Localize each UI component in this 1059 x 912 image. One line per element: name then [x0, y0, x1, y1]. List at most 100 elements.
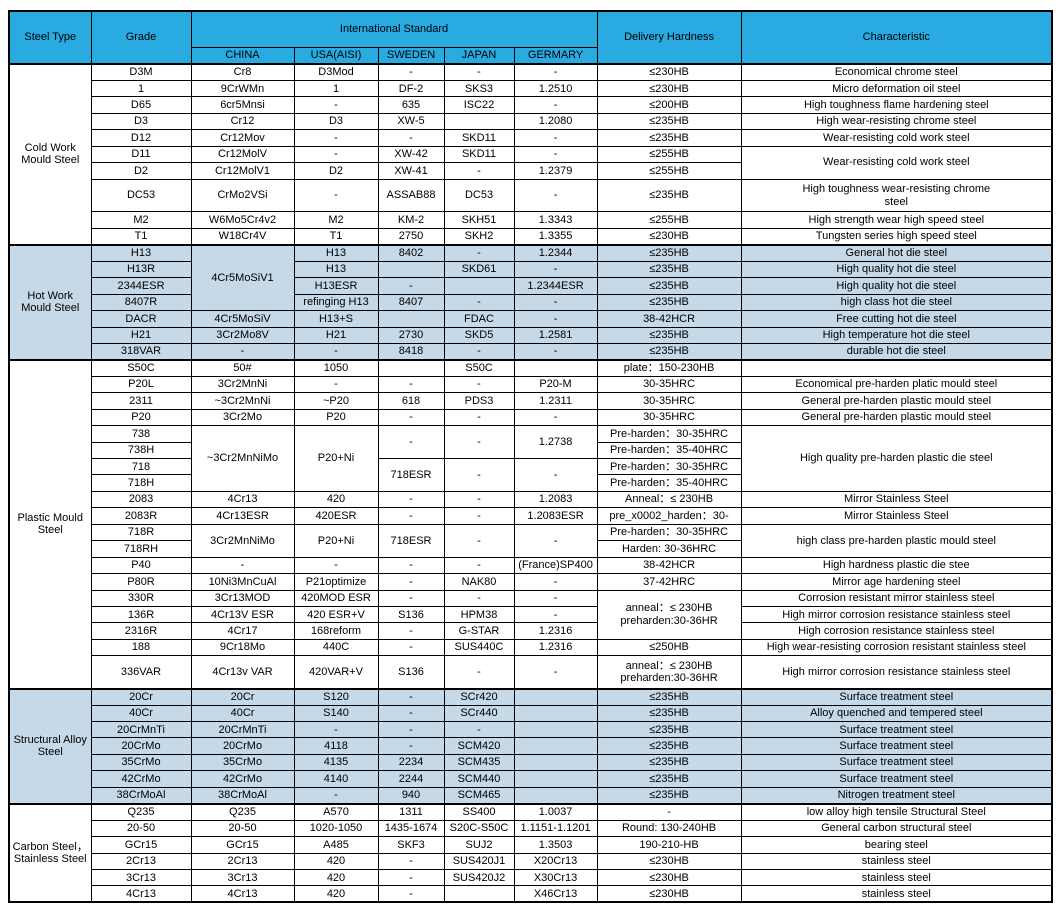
usa-aisi-cell: 420 [293, 885, 379, 903]
characteristic-cell: stainless steel [740, 852, 1053, 870]
table-row: D2 Cr12MolV1 D2 XW-41-1.2379 ≤255HB [9, 162, 1052, 180]
usa-aisi-cell: H21 [293, 326, 379, 344]
characteristic-cell: High quality hot die steel [740, 260, 1053, 279]
china-cell: 3Cr13MOD [190, 589, 295, 607]
table-row: D11 Cr12MolV - XW-42 SKD11- ≤255HB Wear-resist… [9, 145, 1053, 180]
table-row: 1 9CrWMn 1 DF-2 SKS3 1.2510 ≤230HB Micro deform… [9, 79, 1053, 98]
germary-cell: 1.2316 [513, 622, 598, 640]
japan-cell: SCr420 [443, 687, 515, 706]
grade-cell: 8407R [90, 293, 192, 312]
china-cell: 20-50 [190, 819, 295, 838]
germary-cell: 1.2379 [513, 162, 598, 180]
sweden-cell: - [377, 375, 445, 394]
table-row: 40Cr 40Cr S140- SCr440 ≤235HB Alloy quenched … [9, 704, 1053, 723]
usa-aisi-cell: M2 [293, 211, 379, 229]
germary-cell: 1.2738 [513, 425, 598, 460]
usa-aisi-cell: 420VAR+V [293, 655, 379, 690]
china-cell: 4Cr13v VAR [190, 655, 295, 690]
delivery-hardness-cell: ≤255HB [596, 162, 742, 180]
grade-cell: 42CrMo [90, 770, 192, 788]
sweden-cell: - [377, 885, 445, 903]
usa-aisi-cell: P20 [293, 408, 379, 427]
delivery-hardness-cell: ≤235HB [596, 753, 742, 772]
japan-cell: ISC22 [443, 96, 515, 114]
grade-cell: 20CrMo [90, 737, 192, 755]
sweden-cell [377, 310, 445, 328]
germary-cell: - [513, 523, 598, 558]
japan-cell: - [443, 342, 515, 361]
germary-cell: - [513, 96, 598, 114]
usa-aisi-cell: 4118 [293, 737, 379, 755]
grade-cell: 2316R [90, 622, 192, 640]
delivery-hardness-cell: ≤235HB [596, 342, 742, 361]
china-cell: 3Cr2Mo8V [190, 326, 295, 344]
china-cell: ~3Cr2MnNiMo [190, 425, 295, 492]
characteristic-cell: High strength wear high speed steel [740, 211, 1053, 229]
china-cell: 3Cr13 [190, 868, 295, 887]
characteristic-cell: Mirror Stainless Steel [740, 507, 1053, 525]
usa-aisi-cell: P20+Ni [293, 425, 379, 492]
grade-cell: 330R [90, 589, 192, 607]
table-row: 20-50 20-50 1020-1050 1435-1674 S20C-S50C 1.1… [9, 819, 1053, 838]
china-cell: Cr8 [190, 62, 295, 81]
characteristic-cell: Mirror age hardening steel [740, 573, 1053, 591]
grade-cell: S50C [90, 358, 192, 377]
table-row: 3Cr13 3Cr13 420- SUS420J2 X30Cr13 ≤230HB stain… [9, 868, 1053, 887]
sweden-cell: 635 [377, 96, 445, 114]
sweden-cell: 718ESR [377, 523, 445, 558]
characteristic-cell: Free cutting hot die steel [740, 310, 1053, 328]
grade-cell: 3Cr13 [90, 868, 192, 887]
table-row: 2316R 4Cr17 168reform - G-STAR 1.2316 High cor… [9, 622, 1053, 640]
characteristic-cell: Corrosion resistant mirror stainless ste… [740, 589, 1053, 607]
delivery-hardness-cell: ≤235HB [596, 687, 742, 706]
usa-aisi-cell: H13 [293, 243, 379, 262]
china-cell: 3Cr2MnNiMo [190, 523, 295, 558]
japan-cell: - [443, 589, 515, 607]
japan-cell: SCr440 [443, 704, 515, 723]
delivery-hardness-cell: 38-42HCR [596, 310, 742, 328]
china-cell: 6cr5Mnsi [190, 96, 295, 114]
sweden-cell: 618 [377, 392, 445, 410]
characteristic-cell: durable hot die steel [740, 342, 1053, 361]
grade-cell: 738H [90, 441, 192, 460]
delivery-hardness-cell: Harden: 30-36HRC [596, 540, 742, 558]
china-cell: 20Cr [190, 687, 295, 706]
delivery-hardness-cell: ≤235HB [596, 326, 742, 344]
delivery-hardness-cell: ≤235HB [596, 786, 742, 805]
characteristic-cell: high class hot die steel [740, 293, 1053, 312]
japan-cell: HPM38 [443, 605, 515, 624]
characteristic-cell: Surface treatment steel [740, 737, 1053, 755]
japan-cell: SUJ2 [443, 836, 515, 854]
delivery-hardness-cell: ≤235HB [596, 737, 742, 755]
table-row: 718R 3Cr2MnNiMo P20+Ni 718ESR - - Pre-harden：3… [9, 523, 1053, 558]
sweden-cell: - [377, 589, 445, 607]
table-header: Steel Type Grade International Standard … [8, 10, 1053, 65]
characteristic-cell: General carbon structural steel [740, 819, 1053, 838]
china-cell: 40Cr [190, 704, 295, 723]
china-cell: 4Cr13 [190, 885, 295, 903]
grade-cell: 718R [90, 523, 192, 542]
japan-cell: - [443, 375, 515, 394]
sweden-cell: - [377, 490, 445, 509]
japan-cell: G-STAR [443, 622, 515, 640]
germary-cell: X30Cr13 [513, 868, 598, 887]
sweden-cell: - [377, 507, 445, 525]
characteristic-cell: High wear-resisting chrome steel [740, 112, 1053, 131]
grade-cell: 2083R [90, 507, 192, 525]
china-cell: 35CrMo [190, 753, 295, 772]
delivery-hardness-cell: ≤230HB [596, 227, 742, 246]
characteristic-cell: Economical pre-harden platic mould steel [740, 375, 1053, 394]
grade-cell: P20 [90, 408, 192, 427]
japan-cell: - [443, 425, 515, 460]
table-body: Cold Work Mould Steel D3M Cr8 D3Mod - - - ≤230H… [8, 62, 1053, 903]
characteristic-cell: stainless steel [740, 868, 1053, 887]
table-row: H13R H13 SKD61- ≤235HB High quality hot die … [9, 260, 1053, 279]
japan-cell: SUS440C [443, 638, 515, 657]
country-header-usa: USA(AISI) [293, 46, 379, 65]
delivery-hardness-header: Delivery Hardness [596, 10, 742, 65]
usa-aisi-cell: 1020-1050 [293, 819, 379, 838]
table-row: D65 6cr5Mnsi -635 ISC22- ≤200HB High toughnes… [9, 96, 1053, 114]
grade-cell: 136R [90, 605, 192, 624]
japan-cell: - [443, 556, 515, 575]
